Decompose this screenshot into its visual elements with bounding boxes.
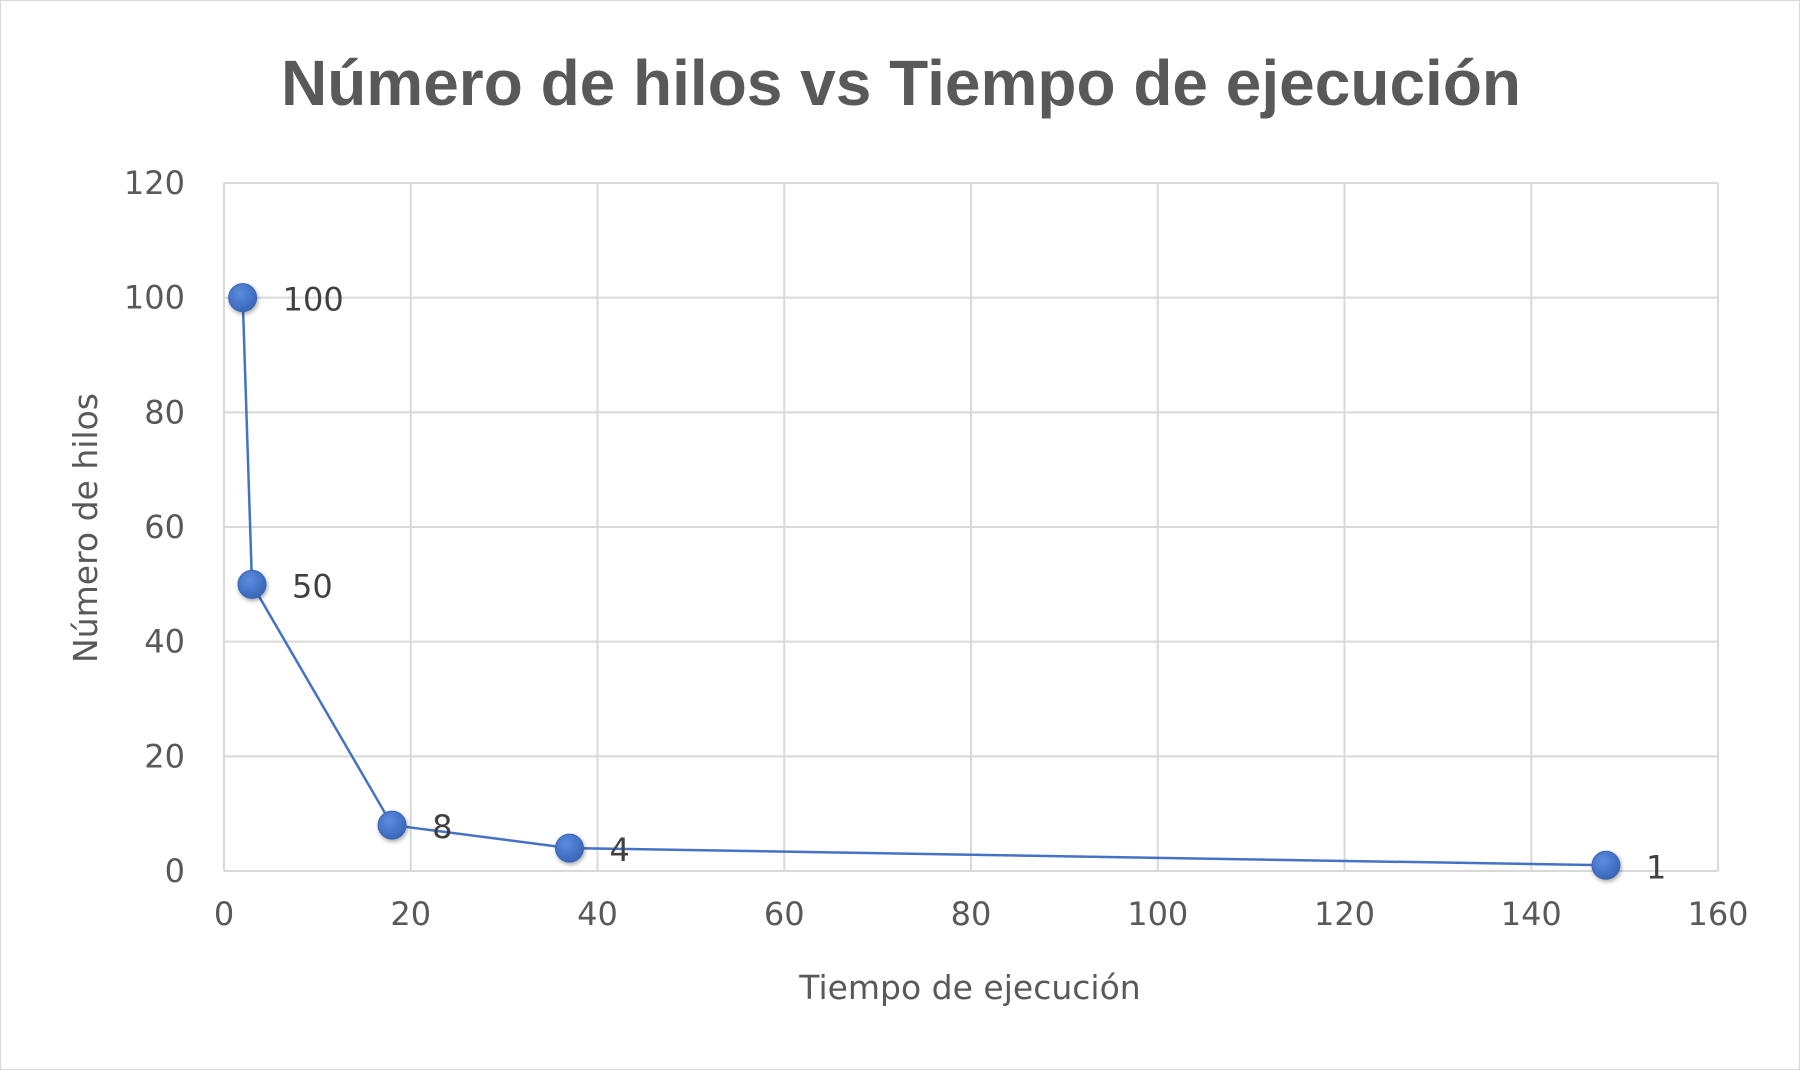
data-label: 1: [1646, 848, 1666, 886]
data-point: [554, 833, 584, 863]
data-point: [377, 810, 407, 840]
x-axis-title: Tiempo de ejecución: [798, 968, 1140, 1007]
y-tick-label: 120: [124, 164, 185, 202]
x-tick-label: 140: [1501, 895, 1562, 933]
y-tick-label: 60: [144, 508, 185, 546]
chart-title: Número de hilos vs Tiempo de ejecución: [281, 47, 1521, 119]
y-tick-label: 0: [165, 852, 185, 890]
x-tick-label: 20: [390, 895, 431, 933]
x-tick-label: 80: [951, 895, 992, 933]
x-tick-label: 120: [1314, 895, 1375, 933]
data-label: 4: [609, 831, 629, 869]
data-point: [1591, 850, 1621, 880]
series-line: [241, 297, 1606, 867]
x-tick-label: 100: [1127, 895, 1188, 933]
x-tick-label: 60: [764, 895, 805, 933]
grid-layer: [223, 182, 1719, 872]
x-tick-labels: 0 20 40 60 80 100 120 140 160: [214, 895, 1749, 933]
data-labels: 100 50 8 4 1: [283, 281, 1667, 887]
y-tick-label: 100: [124, 279, 185, 317]
y-tick-label: 40: [144, 623, 185, 661]
y-tick-labels: 0 20 40 60 80 100 120: [124, 164, 185, 890]
data-label: 100: [283, 281, 344, 319]
series-layer: [228, 283, 1621, 880]
data-point: [237, 569, 267, 599]
data-label: 8: [432, 808, 452, 846]
x-tick-label: 0: [214, 895, 234, 933]
x-tick-label: 160: [1687, 895, 1748, 933]
y-axis-title: Número de hilos: [66, 393, 105, 663]
x-tick-label: 40: [577, 895, 618, 933]
y-tick-label: 80: [144, 393, 185, 431]
data-point: [228, 283, 258, 313]
y-tick-label: 20: [144, 737, 185, 775]
data-label: 50: [292, 567, 333, 605]
